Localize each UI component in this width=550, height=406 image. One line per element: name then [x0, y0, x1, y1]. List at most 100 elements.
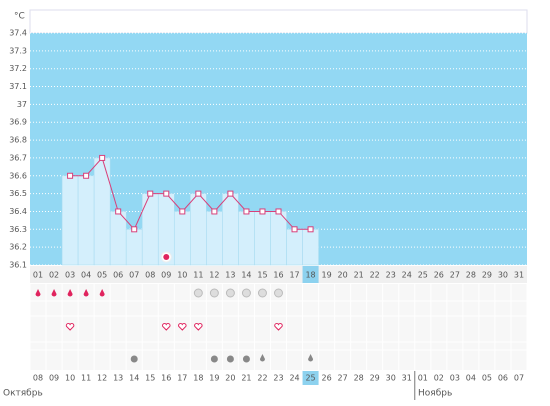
temp-point [131, 226, 138, 233]
temp-line [70, 156, 311, 231]
test-icon [241, 288, 251, 298]
x-tick-label: 10 [177, 271, 187, 280]
x-tick-label: 21 [354, 271, 364, 280]
date-label: 31 [402, 374, 412, 383]
temp-bar [270, 211, 287, 266]
y-tick-label: 36.1 [9, 261, 27, 270]
test-icon [225, 288, 235, 298]
date-label: 14 [129, 374, 139, 383]
note-icon [130, 355, 138, 363]
temp-bar [173, 211, 191, 266]
date-label: 30 [386, 374, 396, 383]
x-tick-label: 30 [498, 271, 508, 280]
date-label: 10 [65, 374, 75, 383]
temp-bar [206, 211, 223, 266]
x-tick-label: 27 [450, 271, 460, 280]
x-tick-label: 15 [257, 271, 267, 280]
date-label: 23 [273, 374, 283, 383]
date-label: 07 [514, 374, 524, 383]
frame [29, 9, 528, 34]
y-tick-label: 36.2 [9, 243, 27, 252]
note-icon [210, 355, 218, 363]
x-tick-label: 18 [305, 271, 315, 280]
date-label: 21 [241, 374, 251, 383]
x-tick-label: 25 [418, 271, 428, 280]
drop-gray [259, 354, 265, 362]
y-tick-label: 36.9 [9, 118, 27, 127]
temp-point [147, 190, 154, 197]
date-label: 11 [81, 374, 91, 383]
heart-icon [162, 323, 171, 331]
x-tick-label: 05 [97, 271, 107, 280]
date-label: 06 [498, 374, 508, 383]
x-tick-label: 13 [225, 271, 235, 280]
y-tick-label: 37.1 [9, 82, 27, 91]
temp-point [291, 226, 298, 233]
temp-bar [254, 211, 271, 266]
x-tick-label: 29 [482, 271, 492, 280]
temp-bar [222, 193, 239, 266]
date-label: 02 [434, 374, 444, 383]
date-label: 01 [418, 374, 428, 383]
y-tick-label: 36.3 [9, 225, 27, 234]
x-tick-label: 11 [193, 271, 203, 280]
x-tick-label: 23 [386, 271, 396, 280]
date-label: 09 [49, 374, 59, 383]
heart-icon [178, 323, 187, 331]
moon-icon [163, 254, 170, 260]
date-label: 12 [97, 374, 107, 383]
heart-icon [274, 323, 283, 331]
month-label: Ноябрь [418, 389, 452, 399]
x-tick-label: 01 [33, 271, 43, 280]
y-tick-label: 36.5 [9, 189, 27, 198]
date-label: 04 [466, 374, 476, 383]
temp-point [211, 208, 218, 215]
temp-bar [77, 175, 95, 266]
temp-bar [238, 211, 255, 266]
temp-bar [190, 193, 207, 266]
date-label: 08 [33, 374, 43, 383]
x-tick-label: 19 [322, 271, 332, 280]
date-label: 20 [225, 374, 235, 383]
temp-point [227, 190, 234, 197]
temp-bar [302, 229, 319, 266]
temp-bar [141, 193, 159, 266]
x-tick-label: 12 [209, 271, 219, 280]
today-cell [302, 371, 319, 385]
drop-gray [308, 354, 314, 362]
x-tick-label: 03 [65, 271, 75, 280]
x-tick-label: 02 [49, 271, 59, 280]
temp-point [195, 190, 202, 197]
date-label: 24 [289, 374, 299, 383]
y-tick-label: 37.2 [9, 64, 27, 73]
month-label: Октябрь [3, 389, 43, 399]
x-tick-label: 08 [145, 271, 155, 280]
x-tick-label: 24 [402, 271, 412, 280]
temp-point [179, 208, 186, 215]
x-tick-label: 31 [514, 271, 524, 280]
date-label: 16 [161, 374, 171, 383]
drop-icon [67, 289, 73, 297]
date-label: 25 [305, 374, 315, 383]
y-tick-label: 36.4 [9, 207, 27, 216]
x-tick-label: 09 [161, 271, 171, 280]
test-icon [209, 288, 219, 298]
date-label: 22 [257, 374, 267, 383]
note-icon [226, 355, 234, 363]
temp-bar [109, 211, 127, 266]
y-tick-label: 36.7 [9, 153, 27, 162]
temp-point [307, 226, 314, 233]
x-tick-label: 06 [113, 271, 123, 280]
x-label-row [30, 266, 527, 283]
x-tick-label: 14 [241, 271, 251, 280]
temp-point [163, 190, 170, 197]
note-icon [242, 355, 250, 363]
temp-bar [93, 157, 111, 266]
temp-point [99, 154, 106, 161]
temp-point [83, 172, 90, 179]
date-label: 13 [113, 374, 123, 383]
date-label: 26 [322, 374, 332, 383]
y-tick-label: 36.6 [9, 171, 27, 180]
x-tick-label: 04 [81, 271, 91, 280]
